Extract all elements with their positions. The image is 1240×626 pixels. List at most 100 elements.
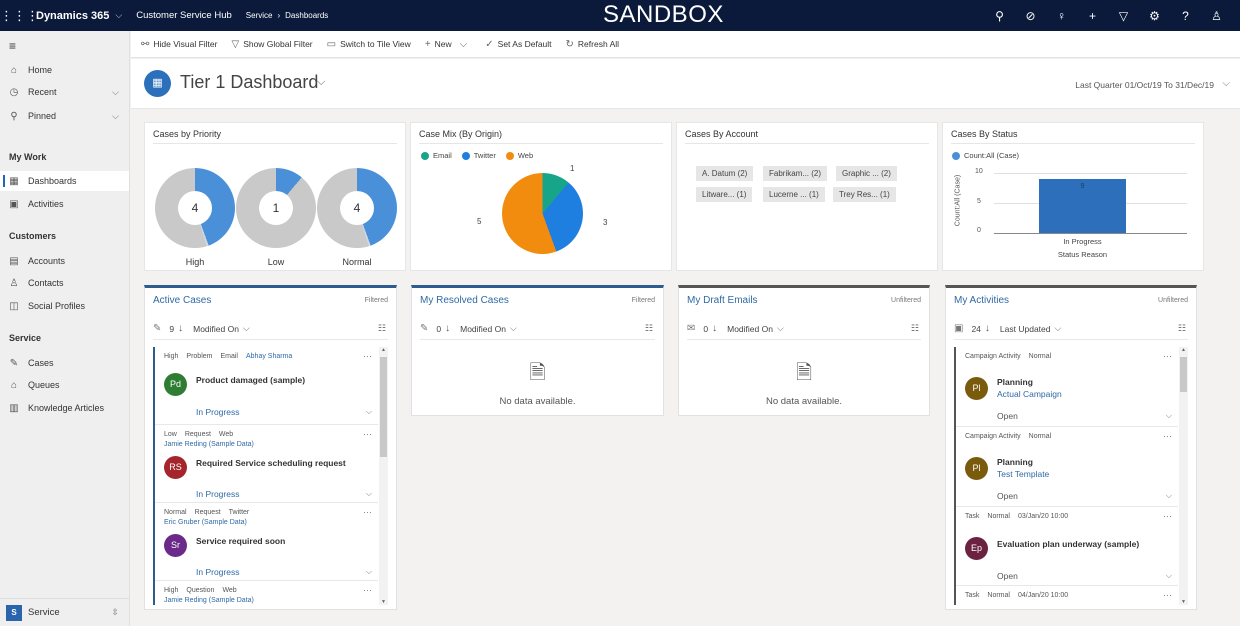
more-options-icon[interactable]: ···	[363, 429, 372, 439]
show-global-filter-button[interactable]: ▽ Show Global Filter	[231, 39, 312, 50]
donut-low[interactable]: 1	[236, 168, 316, 248]
up-down-chevron-icon[interactable]: ⇳	[111, 607, 119, 617]
more-options-icon[interactable]: ···	[1163, 351, 1172, 361]
chevron-down-icon[interactable]: ⌵	[509, 323, 517, 333]
view-options-icon[interactable]: ☷	[910, 323, 919, 333]
expand-chevron-icon[interactable]: ⌵	[365, 489, 372, 498]
user-icon[interactable]: ♙	[1211, 8, 1222, 23]
legend-item-email[interactable]: Email	[421, 151, 452, 160]
sidebar-item-social-profiles[interactable]: ◫ Social Profiles	[0, 296, 129, 316]
list-item[interactable]: Task Normal 03/Jan/20 10:00 ··· Ep Evaluat…	[956, 507, 1178, 586]
lightbulb-icon[interactable]: ♀	[1057, 8, 1066, 23]
breadcrumb-service[interactable]: Service	[245, 11, 273, 20]
expand-chevron-icon[interactable]: ⌵	[1165, 571, 1172, 580]
expand-chevron-icon[interactable]: ⌵	[1165, 491, 1172, 500]
customer-link[interactable]: Eric Gruber (Sample Data)	[164, 519, 247, 526]
sidebar-item-home[interactable]: ⌂ Home	[0, 60, 129, 80]
sort-field[interactable]: Modified On	[460, 323, 506, 334]
sort-field[interactable]: Last Updated	[999, 323, 1051, 334]
sidebar-item-queues[interactable]: ⌂ Queues	[0, 375, 129, 395]
sidebar-item-dashboards[interactable]: ▦ Dashboards	[0, 171, 129, 191]
scroll-down-icon[interactable]: ▼	[381, 599, 386, 605]
view-options-icon[interactable]: ☷	[644, 323, 653, 333]
donut-normal[interactable]: 4	[317, 168, 397, 248]
chevron-down-icon[interactable]: ⌵	[1222, 78, 1230, 89]
list-item[interactable]: Campaign Activity Normal ··· Pl Planning …	[956, 427, 1178, 507]
scroll-up-icon[interactable]: ▲	[1181, 347, 1186, 353]
owner-link[interactable]: Abhay Sharma	[246, 353, 293, 360]
filter-icon[interactable]: ▽	[1118, 8, 1129, 23]
more-options-icon[interactable]: ···	[1163, 590, 1172, 600]
app-launcher-icon[interactable]: ⋮⋮⋮	[0, 7, 39, 23]
expand-chevron-icon[interactable]: ⌵	[365, 407, 372, 416]
sidebar-item-activities[interactable]: ▣ Activities	[0, 194, 129, 214]
task-flow-icon[interactable]: ⊘	[1025, 8, 1036, 23]
list-item[interactable]: High Question Web Jamie Reding (Sample Dat…	[155, 581, 378, 605]
more-options-icon[interactable]: ···	[363, 351, 372, 361]
customer-link[interactable]: Jamie Reding (Sample Data)	[164, 441, 254, 448]
chevron-down-icon[interactable]: ⌵	[115, 10, 123, 20]
pie-chart[interactable]	[502, 173, 583, 254]
account-tag[interactable]: Fabrikam... (2)	[763, 166, 828, 181]
chevron-down-icon[interactable]: ⌵	[1054, 323, 1062, 333]
search-icon[interactable]: ⚲	[995, 8, 1004, 23]
scrollbar-thumb[interactable]	[380, 357, 387, 457]
sidebar-item-recent[interactable]: ◷ Recent ⌵	[0, 82, 129, 102]
sort-field[interactable]: Modified On	[193, 323, 239, 334]
breadcrumb-dashboards[interactable]: Dashboards	[285, 11, 329, 20]
item-title[interactable]: Evaluation plan underway (sample)	[997, 539, 1140, 549]
hide-visual-filter-button[interactable]: ⚯ Hide Visual Filter	[141, 39, 217, 50]
new-icon[interactable]: +	[1088, 8, 1096, 23]
legend-item-twitter[interactable]: Twitter	[461, 151, 496, 160]
account-tag[interactable]: A. Datum (2)	[696, 166, 754, 181]
sort-direction-icon[interactable]: ↓	[712, 323, 718, 334]
view-options-icon[interactable]: ☷	[377, 323, 386, 333]
settings-icon[interactable]: ⚙	[1149, 8, 1160, 23]
more-options-icon[interactable]: ···	[1163, 511, 1172, 521]
list-title[interactable]: Active Cases	[153, 295, 212, 306]
list-item[interactable]: Normal Request Twitter Eric Gruber (Sample…	[155, 503, 378, 581]
list-item[interactable]: High Problem Email Abhay Sharma ··· Pd Prod…	[155, 347, 378, 425]
sort-field[interactable]: Modified On	[727, 323, 773, 334]
view-options-icon[interactable]: ☷	[1177, 323, 1186, 333]
item-title[interactable]: Product damaged (sample)	[196, 375, 306, 385]
date-range-filter[interactable]: Last Quarter 01/Oct/19 To 31/Dec/19	[1075, 80, 1214, 90]
chevron-down-icon[interactable]: ⌵	[776, 323, 784, 333]
chevron-down-icon[interactable]: ⌵	[459, 38, 468, 50]
page-title[interactable]: Tier 1 Dashboard	[180, 72, 319, 92]
donut-high[interactable]: 4	[155, 168, 235, 248]
scrollbar-thumb[interactable]	[1180, 357, 1187, 392]
list-title[interactable]: My Draft Emails	[687, 295, 758, 306]
scroll-down-icon[interactable]: ▼	[1181, 599, 1186, 605]
scrollbar[interactable]: ▲ ▼	[379, 347, 388, 605]
legend-item-web[interactable]: Web	[505, 151, 533, 160]
legend-item-count[interactable]: Count:All (Case)	[952, 151, 1019, 160]
expand-chevron-icon[interactable]: ⌵	[1165, 411, 1172, 420]
more-options-icon[interactable]: ···	[1163, 431, 1172, 441]
switch-tile-view-button[interactable]: ▭ Switch to Tile View	[327, 39, 411, 50]
app-name[interactable]: Dynamics 365	[36, 9, 110, 22]
item-title[interactable]: Required Service scheduling request	[196, 458, 346, 468]
list-title[interactable]: My Activities	[954, 295, 1010, 306]
sort-direction-icon[interactable]: ↓	[984, 323, 990, 334]
bar-in-progress[interactable]: 9	[1039, 179, 1126, 233]
new-button[interactable]: + New ⌵	[425, 39, 471, 50]
chevron-down-icon[interactable]: ⌵	[242, 323, 250, 333]
area-switcher[interactable]: S Service ⇳	[0, 598, 129, 626]
hamburger-menu-icon[interactable]: ≡	[9, 39, 17, 53]
sort-direction-icon[interactable]: ↓	[445, 323, 451, 334]
chevron-down-icon[interactable]: ⌵	[112, 110, 119, 121]
account-tag[interactable]: Lucerne ... (1)	[763, 187, 825, 202]
sidebar-item-cases[interactable]: ✎ Cases	[0, 353, 129, 373]
list-item[interactable]: Campaign Activity Normal ··· Pl Planning …	[956, 347, 1178, 427]
set-as-default-button[interactable]: ✓ Set As Default	[485, 39, 551, 50]
refresh-all-button[interactable]: ↻ Refresh All	[566, 39, 620, 50]
scroll-up-icon[interactable]: ▲	[381, 347, 386, 353]
customer-link[interactable]: Jamie Reding (Sample Data)	[164, 597, 254, 604]
regarding-link[interactable]: Test Template	[997, 469, 1050, 479]
sidebar-item-contacts[interactable]: ♙ Contacts	[0, 273, 129, 293]
sort-direction-icon[interactable]: ↓	[178, 323, 184, 334]
hub-name[interactable]: Customer Service Hub	[136, 10, 232, 21]
item-title[interactable]: Service required soon	[196, 536, 286, 546]
account-tag[interactable]: Graphic ... (2)	[836, 166, 897, 181]
